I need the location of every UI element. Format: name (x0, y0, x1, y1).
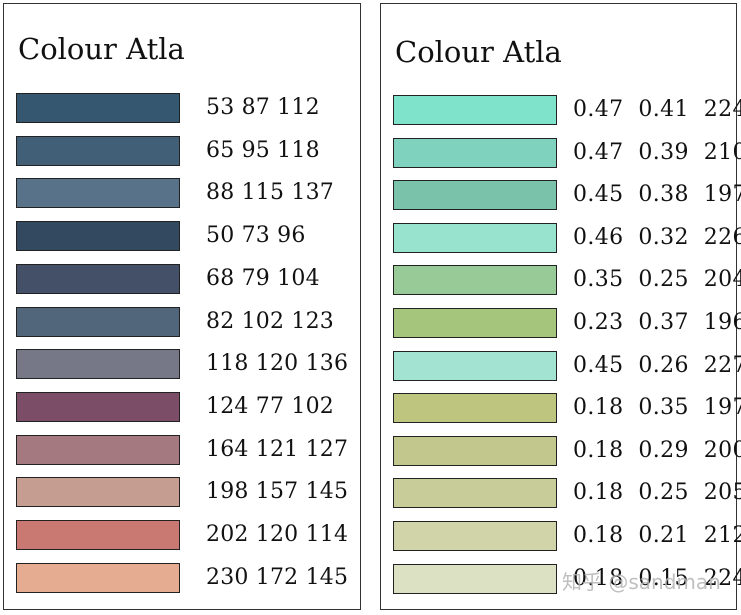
color-swatch (393, 393, 557, 424)
color-swatch (16, 221, 180, 252)
color-value-label: 0.18 0.15 224 (573, 565, 741, 591)
color-value-label: 0.35 0.25 204 (573, 267, 741, 293)
color-swatch (393, 308, 557, 338)
color-swatch (16, 93, 180, 123)
right-panel-title: Colour Atla (395, 35, 562, 69)
color-value-label: 0.18 0.21 212 (573, 523, 741, 548)
color-value-label: 88 115 137 (206, 180, 334, 206)
right-palette-panel: Colour Atla 0.47 0.41 224 0.47 0.39 210 0.… (380, 3, 741, 610)
color-value-label: 164 121 127 (206, 436, 349, 462)
color-swatch (393, 563, 557, 594)
color-value-label: 0.18 0.25 205 (573, 480, 741, 506)
color-swatch (16, 349, 180, 380)
color-swatch (393, 222, 557, 253)
color-swatch (393, 435, 557, 466)
color-swatch (393, 521, 557, 551)
color-swatch (16, 135, 180, 166)
watermark-text: 知乎 @sandman (562, 570, 721, 594)
color-value-label: 65 95 118 (206, 137, 320, 163)
color-swatch (393, 350, 557, 381)
color-swatch (16, 306, 180, 337)
color-swatch (393, 265, 557, 296)
color-value-label: 0.45 0.26 227 (573, 352, 741, 378)
color-value-label: 82 102 123 (206, 308, 334, 334)
color-value-label: 0.46 0.32 226 (573, 224, 741, 250)
color-value-label: 118 120 136 (206, 351, 349, 377)
color-value-label: 53 87 112 (206, 95, 320, 120)
color-value-label: 50 73 96 (206, 223, 306, 249)
color-swatch (393, 137, 557, 168)
color-value-label: 0.18 0.29 200 (573, 437, 741, 463)
color-value-label: 0.23 0.37 196 (573, 310, 741, 335)
color-swatch (16, 434, 180, 465)
color-swatch (393, 180, 557, 211)
left-palette-panel: Colour Atla 53 87 112 65 95 118 88 115 137… (3, 3, 361, 610)
color-value-label: 0.47 0.41 224 (573, 97, 741, 122)
color-value-label: 68 79 104 (206, 265, 320, 291)
color-swatch (16, 562, 180, 593)
color-value-label: 124 77 102 (206, 393, 334, 419)
color-value-label: 202 120 114 (206, 522, 349, 547)
color-value-label: 0.47 0.39 210 (573, 139, 741, 165)
color-swatch (393, 478, 557, 509)
color-swatch (16, 263, 180, 294)
color-value-label: 0.18 0.35 197 (573, 395, 741, 421)
color-swatch (16, 391, 180, 422)
color-value-label: 230 172 145 (206, 564, 349, 590)
color-swatch (16, 520, 180, 550)
color-value-label: 198 157 145 (206, 479, 349, 505)
color-swatch (16, 178, 180, 209)
color-swatch (393, 95, 557, 125)
color-swatch (16, 477, 180, 508)
color-value-label: 0.45 0.38 197 (573, 182, 741, 208)
left-panel-title: Colour Atla (18, 32, 185, 66)
